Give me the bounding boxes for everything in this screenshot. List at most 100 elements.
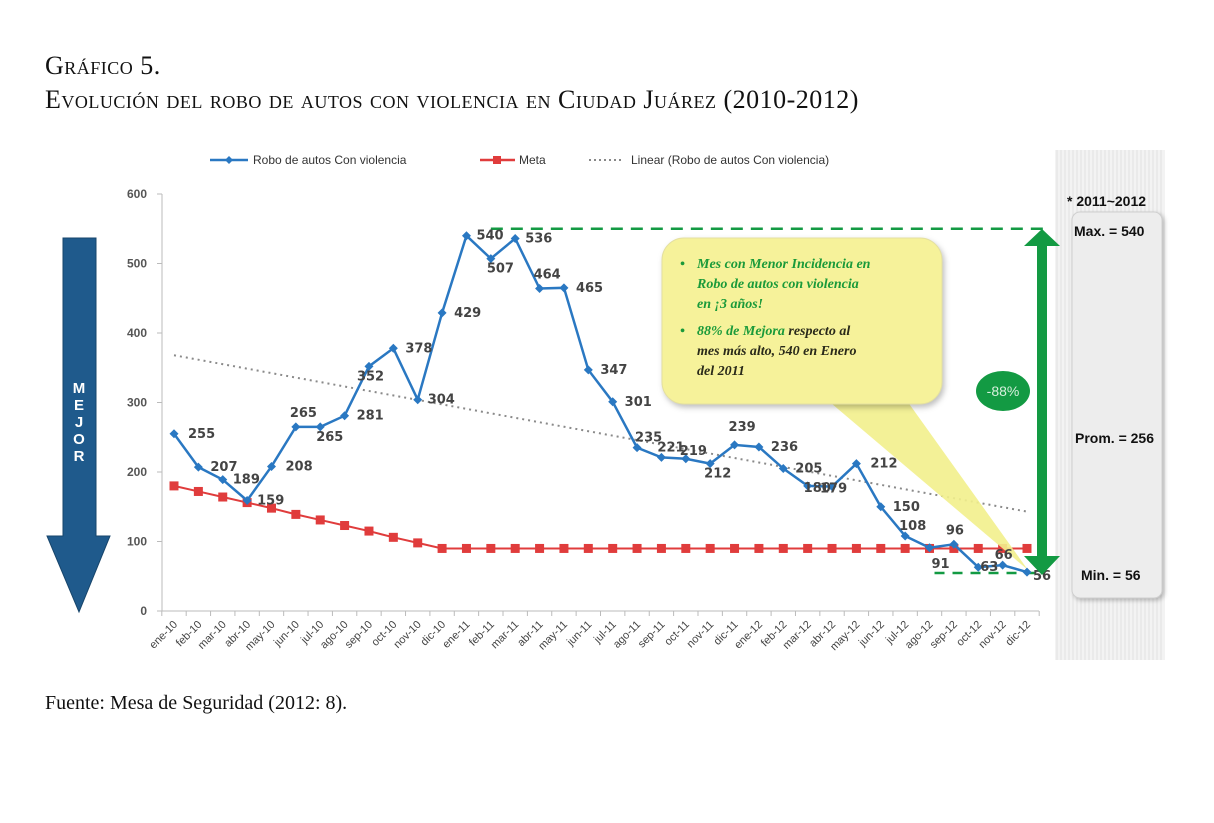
meta-point — [730, 543, 740, 553]
figure-label: Gráfico 5. — [45, 51, 161, 80]
callout-line: del 2011 — [697, 364, 745, 379]
figure-source: Fuente: Mesa de Seguridad (2012: 8). — [45, 692, 348, 714]
down-arrow-icon — [46, 237, 111, 614]
robo-point — [656, 452, 666, 462]
robo-data-label: 255 — [188, 427, 215, 442]
robo-data-label: 507 — [487, 262, 514, 277]
robo-data-label: 219 — [680, 444, 707, 459]
robo-point — [949, 539, 959, 549]
trend-line-path — [173, 354, 1028, 513]
robo-point — [681, 454, 691, 464]
robo-data-label: 221 — [657, 440, 684, 455]
robo-data-label: 91 — [932, 557, 950, 572]
robo-point — [218, 475, 228, 485]
summary-box — [1071, 211, 1163, 599]
robo-data-label: 236 — [771, 440, 798, 455]
x-tick-label: jun-11 — [564, 619, 594, 649]
robo-data-label: 378 — [405, 341, 432, 356]
meta-point — [656, 543, 666, 553]
robo-point — [486, 254, 496, 264]
robo-data-label: 536 — [525, 231, 552, 246]
y-tick-label: 400 — [127, 326, 147, 340]
robo-point — [461, 231, 471, 241]
meta-point — [291, 509, 301, 519]
y-tick-label: 200 — [127, 465, 147, 479]
robo-data-label: 189 — [233, 473, 260, 488]
robo-point — [1022, 567, 1032, 577]
mejor-letter: J — [75, 414, 83, 431]
robo-data-label: 429 — [454, 306, 481, 321]
robo-point — [778, 464, 788, 474]
y-tick-label: 0 — [140, 604, 147, 618]
arrow-up-icon — [1024, 229, 1060, 246]
meta-point — [681, 543, 691, 553]
x-tick-label: nov-10 — [392, 619, 424, 651]
meta-point — [973, 543, 983, 553]
meta-point — [315, 515, 325, 525]
robo-point — [291, 422, 301, 432]
legend-marker-robo — [225, 156, 233, 164]
meta-point — [437, 543, 447, 553]
meta-point — [218, 492, 228, 502]
robo-data-label: 208 — [285, 459, 312, 474]
meta-point — [778, 543, 788, 553]
x-tick-label: ene-10 — [147, 619, 180, 652]
robo-data-label: 179 — [820, 482, 847, 497]
meta-line — [173, 484, 1027, 550]
robo-point — [169, 429, 179, 439]
robo-data-label: 352 — [357, 369, 384, 384]
robo-data-label: 207 — [210, 460, 237, 475]
figure-title: Evolución del robo de autos con violenci… — [45, 85, 859, 114]
robo-data-label: 464 — [534, 268, 561, 283]
robo-point — [413, 395, 423, 405]
meta-point — [461, 543, 471, 553]
robo-point — [876, 502, 886, 512]
x-tick-label: jun-10 — [271, 619, 302, 650]
robo-point — [364, 361, 374, 371]
robo-data-label: 235 — [635, 431, 662, 446]
robo-data-label: 63 — [980, 560, 998, 575]
callout-line: en ¡3 años! — [697, 297, 763, 312]
callout-box — [661, 237, 943, 405]
callout-pointer — [825, 398, 1028, 570]
robo-point — [973, 562, 983, 572]
callout-line: Mes con Menor Incidencia en — [696, 257, 871, 272]
trend-line — [173, 354, 1028, 513]
robo-point — [437, 308, 447, 318]
robo-data-label: 180 — [804, 481, 831, 496]
x-tick-label: sep-11 — [636, 619, 668, 651]
x-tick-label: nov-11 — [685, 619, 717, 651]
robo-point — [851, 459, 861, 469]
callout: • Mes con Menor Incidencia en Robo de auto… — [661, 237, 1028, 570]
meta-point — [827, 543, 837, 553]
robo-data-label: 56 — [1033, 569, 1051, 584]
x-tick-label: sep-10 — [343, 619, 375, 651]
x-tick-label: dic-12 — [1003, 619, 1033, 649]
meta-point — [876, 543, 886, 553]
x-tick-label: mar-11 — [489, 619, 522, 652]
summary-panel: * 2011~2012 Max. = 540 Prom. = 256 Min. … — [1067, 193, 1163, 599]
callout-highlight: 88% de Mejora — [697, 324, 785, 339]
meta-point — [193, 486, 203, 496]
robo-data-label: 239 — [729, 420, 756, 435]
robo-data-label: 159 — [257, 493, 284, 508]
callout-line: Robo de autos con violencia — [696, 277, 859, 292]
robo-point — [730, 440, 740, 450]
callout-rest: mes más alto, 540 en Enero — [697, 344, 856, 359]
robo-point — [827, 482, 837, 492]
robo-point — [583, 365, 593, 375]
robo-point — [315, 422, 325, 432]
robo-data-label: 265 — [316, 430, 343, 445]
summary-header: * 2011~2012 — [1067, 193, 1146, 209]
robo-point — [632, 443, 642, 453]
robo-data-label: 150 — [893, 500, 920, 515]
callout-line: 88% de Mejora respecto al — [697, 324, 850, 339]
robo-data-label: 212 — [704, 467, 731, 482]
robo-data-label: 66 — [995, 548, 1013, 563]
robo-data-label: 205 — [795, 462, 822, 477]
x-tick-label: nov-12 — [976, 619, 1008, 651]
meta-point — [388, 532, 398, 542]
